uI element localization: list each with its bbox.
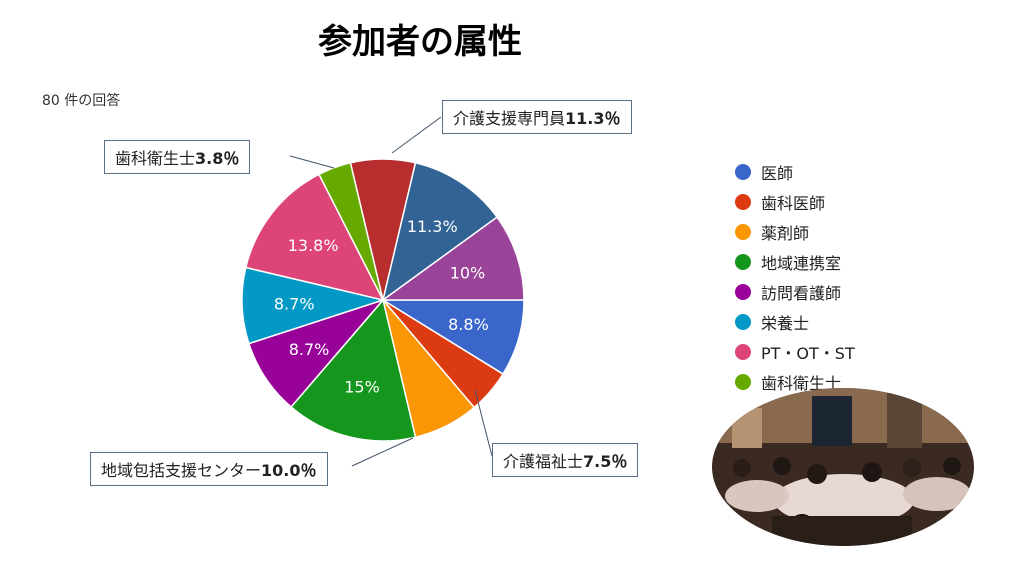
- legend-swatch: [735, 314, 751, 330]
- callout-support-center-value: 10.0％: [261, 461, 317, 480]
- pie-slice-label-4: 8.7%: [289, 340, 330, 359]
- meeting-photo: [712, 388, 974, 546]
- pie-slice-6: [244, 173, 385, 302]
- legend-label: 医師: [761, 164, 794, 183]
- leader-care-manager: [391, 116, 442, 154]
- callout-care-manager-text: 介護支援専門員: [453, 109, 566, 128]
- pie-slice-label-9: 11.3%: [407, 217, 458, 236]
- callout-care-worker: 介護福祉士7.5％: [492, 443, 639, 477]
- legend-item: 訪問看護師: [735, 277, 855, 307]
- legend-item: 薬剤師: [735, 217, 855, 247]
- leader-care-worker: [474, 389, 493, 457]
- callout-care-worker-text: 介護福祉士: [503, 452, 584, 471]
- legend-swatch: [735, 254, 751, 270]
- leader-dental-hygienist: [289, 155, 335, 169]
- legend-swatch: [735, 284, 751, 300]
- pie-slice-3: [290, 298, 417, 442]
- legend-swatch: [735, 194, 751, 210]
- legend-label: 歯科医師: [761, 194, 826, 213]
- legend-label: 地域連携室: [761, 254, 842, 273]
- pie-slice-10: [380, 216, 525, 301]
- response-count: 80 件の回答: [42, 93, 121, 109]
- legend-item: 歯科医師: [735, 187, 855, 217]
- callout-dental-hygienist-value: 3.8％: [195, 149, 240, 168]
- pie-slice-label-6: 13.8%: [288, 236, 339, 255]
- legend-swatch: [735, 344, 751, 360]
- callout-care-manager-value: 11.3％: [565, 109, 621, 128]
- legend-item: 栄養士: [735, 307, 855, 337]
- callout-care-worker-value: 7.5％: [583, 452, 628, 471]
- legend-label: PT・OT・ST: [761, 344, 855, 363]
- legend-label: 訪問看護師: [761, 284, 842, 303]
- legend-item: 地域連携室: [735, 247, 855, 277]
- legend-item: PT・OT・ST: [735, 337, 855, 367]
- legend-label: 薬剤師: [761, 224, 810, 243]
- pie-slice-label-10: 10%: [450, 264, 486, 283]
- pie-slice-label-5: 8.7%: [274, 295, 315, 314]
- meeting-photo-icon: [712, 388, 974, 546]
- chart-legend: 医師 歯科医師 薬剤師 地域連携室 訪問看護師 栄養士 PT・OT・ST 歯科衛生士: [735, 157, 855, 397]
- page-title: 参加者の属性: [318, 22, 522, 62]
- legend-swatch: [735, 164, 751, 180]
- callout-care-manager: 介護支援専門員11.3％: [442, 100, 632, 134]
- callout-support-center-text: 地域包括支援センター: [101, 461, 262, 480]
- legend-label: 栄養士: [761, 314, 810, 333]
- callout-support-center: 地域包括支援センター10.0％: [90, 452, 328, 486]
- callout-dental-hygienist: 歯科衛生士3.8％: [104, 140, 251, 174]
- legend-swatch: [735, 224, 751, 240]
- pie-slice-label-0: 8.8%: [448, 315, 489, 334]
- pie-slice-9: [381, 161, 499, 302]
- legend-swatch: [735, 374, 751, 390]
- legend-item: 医師: [735, 157, 855, 187]
- pie-slice-label-3: 15%: [344, 377, 380, 396]
- callout-dental-hygienist-text: 歯科衛生士: [115, 149, 196, 168]
- leader-support-center: [351, 437, 414, 467]
